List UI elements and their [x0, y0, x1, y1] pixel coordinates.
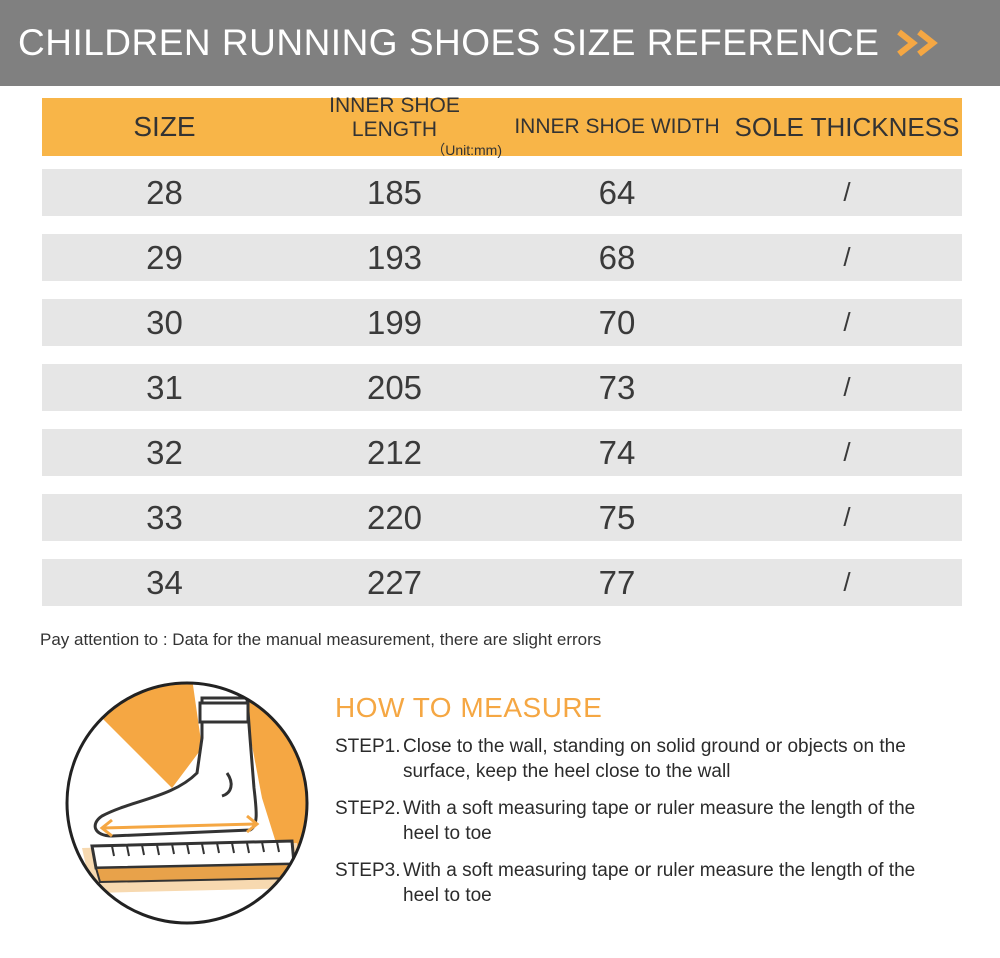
measurement-note: Pay attention to : Data for the manual m…	[40, 630, 602, 649]
table-header: SIZE INNER SHOE LENGTH （Unit:mm) INNER S…	[42, 94, 962, 158]
cell-length: 193	[366, 238, 423, 276]
foot-measure-illustration-icon	[62, 678, 312, 928]
step-item: STEP2. With a soft measuring tape or rul…	[335, 796, 975, 846]
cell-size: 33	[146, 498, 183, 536]
how-to-measure: HOW TO MEASURE STEP1. Close to the wall,…	[335, 692, 975, 920]
cell-length: 212	[366, 433, 423, 471]
step-text: With a soft measuring tape or ruler meas…	[403, 798, 916, 844]
how-to-measure-title: HOW TO MEASURE	[335, 692, 603, 723]
table-body: 28 185 64 / 29 193 68 / 30 199 70 / 31 2…	[42, 169, 962, 606]
cell-sole: /	[843, 437, 851, 467]
cell-length: 227	[366, 563, 423, 601]
step-label: STEP1.	[335, 736, 401, 757]
step-item: STEP1. Close to the wall, standing on so…	[335, 734, 975, 784]
table-row: 33 220 75 /	[42, 494, 962, 541]
column-header-width: INNER SHOE WIDTH	[514, 115, 720, 138]
table-row: 31 205 73 /	[42, 364, 962, 411]
column-header-length: INNER SHOE LENGTH （Unit:mm)	[287, 94, 502, 160]
table-row: 28 185 64 /	[42, 169, 962, 216]
double-chevron-right-icon	[895, 28, 945, 58]
cell-sole: /	[843, 567, 851, 597]
cell-size: 32	[146, 433, 183, 471]
cell-length: 185	[366, 173, 423, 211]
column-header-sole: SOLE THICKNESS	[734, 111, 960, 142]
cell-length: 205	[366, 368, 423, 406]
step-text: Close to the wall, standing on solid gro…	[403, 736, 906, 782]
table-row: 32 212 74 /	[42, 429, 962, 476]
cell-width: 77	[598, 563, 636, 601]
cell-length: 199	[366, 303, 423, 341]
size-table: SIZE INNER SHOE LENGTH （Unit:mm) INNER S…	[42, 94, 962, 606]
cell-width: 74	[598, 433, 636, 471]
page-title: CHILDREN RUNNING SHOES SIZE REFERENCE	[18, 22, 880, 63]
cell-sole: /	[843, 502, 851, 532]
cell-length: 220	[366, 498, 423, 536]
table-row: 34 227 77 /	[42, 559, 962, 606]
cell-sole: /	[843, 372, 851, 402]
cell-width: 70	[598, 303, 636, 341]
cell-size: 28	[146, 173, 183, 211]
step-item: STEP3. With a soft measuring tape or rul…	[335, 858, 975, 908]
table-row: 30 199 70 /	[42, 299, 962, 346]
column-header-size: SIZE	[133, 111, 196, 142]
cell-size: 31	[146, 368, 183, 406]
step-label: STEP2.	[335, 798, 401, 819]
column-header-length-unit: （Unit:mm)	[431, 142, 502, 158]
cell-width: 68	[598, 238, 636, 276]
cell-size: 34	[146, 563, 183, 601]
cell-size: 29	[146, 238, 183, 276]
cell-width: 73	[598, 368, 636, 406]
cell-sole: /	[843, 177, 851, 207]
cell-size: 30	[146, 303, 183, 341]
table-row: 29 193 68 /	[42, 234, 962, 281]
step-label: STEP3.	[335, 860, 401, 881]
cell-sole: /	[843, 242, 851, 272]
column-header-length-label: INNER SHOE LENGTH	[329, 94, 460, 141]
cell-width: 64	[598, 173, 636, 211]
cell-sole: /	[843, 307, 851, 337]
cell-width: 75	[598, 498, 636, 536]
step-text: With a soft measuring tape or ruler meas…	[403, 860, 916, 906]
title-bar: CHILDREN RUNNING SHOES SIZE REFERENCE	[0, 0, 1000, 86]
